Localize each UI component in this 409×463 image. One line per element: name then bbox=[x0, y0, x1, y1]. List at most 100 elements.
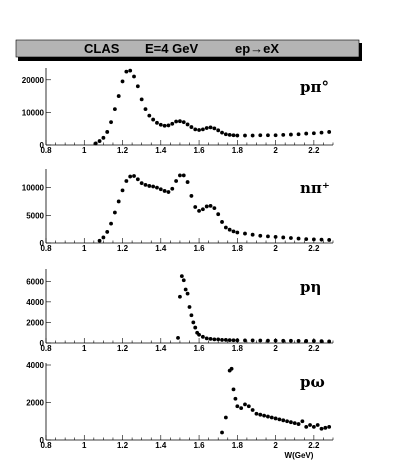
data-point bbox=[197, 128, 201, 132]
x-tick-label: 0.8 bbox=[40, 344, 52, 353]
x-tick-label: 2.2 bbox=[308, 344, 320, 353]
x-tick-label: 1.2 bbox=[117, 344, 129, 353]
data-point bbox=[191, 320, 196, 325]
data-point bbox=[178, 173, 182, 178]
data-point bbox=[300, 419, 305, 424]
data-point bbox=[212, 126, 217, 131]
data-point bbox=[112, 210, 117, 215]
channel-label: nπ⁺ bbox=[300, 179, 330, 197]
data-point bbox=[179, 274, 184, 279]
data-point bbox=[197, 208, 201, 213]
panel-3: 0.8 1 1.2 1.4 1.6 1.8 2 2.2 0 2000 4000 6000 pη bbox=[26, 269, 334, 353]
data-point bbox=[128, 68, 133, 73]
x-tick-label: 2 bbox=[273, 146, 278, 155]
data-point bbox=[185, 291, 190, 296]
data-point bbox=[170, 186, 175, 191]
data-point bbox=[281, 338, 286, 343]
x-tick-label: 1.4 bbox=[155, 146, 167, 155]
data-point bbox=[243, 231, 247, 236]
data-point bbox=[124, 179, 129, 183]
data-point bbox=[266, 234, 270, 239]
data-point bbox=[250, 232, 255, 237]
x-tick-label: 1.8 bbox=[232, 441, 244, 450]
data-point bbox=[281, 418, 286, 423]
x-tick-label: 2 bbox=[273, 344, 278, 353]
x-tick-label: 1.8 bbox=[232, 344, 244, 353]
x-tick-label: 2.2 bbox=[308, 146, 320, 155]
data-point bbox=[296, 422, 301, 426]
data-point bbox=[231, 133, 236, 138]
data-point bbox=[243, 402, 247, 407]
data-point bbox=[101, 135, 106, 140]
x-tick-label: 1 bbox=[82, 244, 87, 253]
data-point bbox=[178, 119, 182, 124]
data-point bbox=[323, 425, 328, 430]
data-point bbox=[166, 190, 171, 194]
data-point bbox=[158, 187, 163, 192]
data-point bbox=[183, 287, 188, 292]
data-point bbox=[327, 130, 332, 134]
data-point bbox=[319, 237, 324, 242]
x-tick-label: 1.4 bbox=[155, 441, 167, 450]
data-point bbox=[327, 424, 332, 429]
data-point bbox=[233, 396, 238, 401]
data-point bbox=[289, 338, 293, 343]
data-point bbox=[308, 423, 312, 427]
data-point bbox=[262, 413, 267, 418]
y-tick-label: 2000 bbox=[26, 318, 44, 327]
data-point bbox=[227, 132, 232, 137]
data-point bbox=[116, 199, 121, 204]
data-point bbox=[193, 127, 198, 132]
data-point bbox=[229, 366, 234, 371]
x-tick-label: 1 bbox=[82, 441, 87, 450]
x-tick-label: 1.4 bbox=[155, 344, 167, 353]
x-tick-label: 2.2 bbox=[308, 441, 320, 450]
data-point bbox=[185, 180, 190, 184]
y-tick-label: 2000 bbox=[26, 399, 44, 408]
data-point bbox=[273, 338, 278, 343]
data-point bbox=[147, 184, 152, 188]
data-point bbox=[227, 227, 232, 232]
data-point bbox=[105, 230, 110, 234]
data-point bbox=[311, 131, 316, 136]
channel-label: pπ° bbox=[300, 78, 329, 96]
data-point bbox=[258, 233, 263, 238]
data-point bbox=[319, 426, 324, 431]
data-point bbox=[327, 339, 332, 344]
data-point bbox=[158, 122, 163, 127]
data-point bbox=[231, 229, 236, 234]
data-point bbox=[97, 139, 102, 143]
data-point bbox=[200, 207, 205, 212]
data-point bbox=[273, 416, 278, 421]
data-point bbox=[151, 117, 156, 122]
data-point bbox=[220, 220, 224, 224]
data-point bbox=[174, 179, 179, 183]
data-point bbox=[289, 420, 293, 425]
data-point bbox=[250, 133, 255, 138]
data-point bbox=[185, 122, 190, 127]
data-point bbox=[223, 225, 228, 230]
data-point bbox=[216, 128, 221, 133]
data-point bbox=[116, 94, 121, 98]
data-point bbox=[227, 338, 232, 343]
data-point bbox=[266, 133, 270, 138]
x-axis-label: W(GeV) bbox=[285, 451, 314, 460]
data-point bbox=[231, 387, 236, 392]
data-point bbox=[304, 424, 309, 429]
data-point bbox=[216, 337, 221, 342]
data-point bbox=[162, 123, 167, 128]
data-point bbox=[176, 335, 180, 340]
data-point bbox=[250, 338, 255, 343]
y-tick-label: 6000 bbox=[26, 277, 44, 286]
data-point bbox=[266, 338, 270, 343]
data-point bbox=[208, 203, 213, 208]
data-point bbox=[216, 212, 221, 217]
data-point bbox=[208, 336, 213, 341]
data-point bbox=[220, 338, 224, 342]
data-point bbox=[220, 130, 224, 135]
y-tick-label: 5000 bbox=[26, 211, 44, 220]
data-point bbox=[266, 414, 270, 419]
data-point bbox=[223, 338, 228, 342]
x-tick-label: 2.2 bbox=[308, 244, 320, 253]
